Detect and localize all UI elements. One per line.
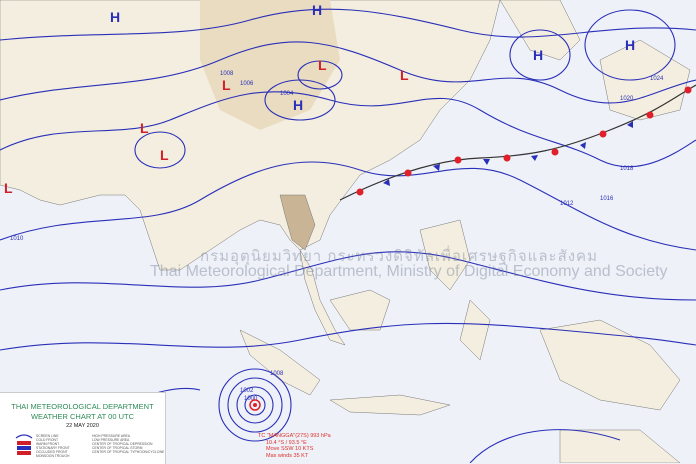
low-label: L bbox=[4, 180, 13, 196]
isobar-label: 1018 bbox=[620, 166, 634, 172]
low-label: L bbox=[140, 120, 149, 136]
isobar-label: 1024 bbox=[650, 76, 664, 82]
cyclone-name: TC "MANGGA"(27S) 993 hPa bbox=[258, 433, 331, 439]
legend-item: COLD FRONT bbox=[36, 438, 59, 442]
low-label: L bbox=[400, 67, 409, 83]
isobar-label: 1016 bbox=[600, 196, 614, 202]
high-label: H bbox=[110, 9, 120, 25]
high-label: H bbox=[533, 47, 543, 63]
isobar-values: 1008 1006 1004 1012 1016 1018 1020 1024 … bbox=[10, 71, 664, 402]
isobar-label: 1012 bbox=[560, 201, 574, 207]
cyclone-info: TC "MANGGA"(27S) 993 hPa 10.4 °S / 93.5 … bbox=[258, 433, 331, 459]
tmd-logo-icon bbox=[15, 434, 33, 455]
low-label: L bbox=[160, 147, 169, 163]
isobar-label: 1008 bbox=[220, 71, 234, 77]
isobar-label: 1004 bbox=[280, 91, 294, 97]
legend-item: CENTER OF TROPICAL TYPHOON/CYCLONE bbox=[92, 450, 165, 454]
legend-item: OCCLUDED FRONT bbox=[36, 450, 68, 454]
legend-item: STATIONARY FRONT bbox=[36, 446, 70, 450]
legend-item: WARM FRONT bbox=[36, 442, 60, 446]
front bbox=[339, 84, 696, 201]
chart-title: WEATHER CHART AT 00 UTC bbox=[30, 412, 135, 421]
watermark-english: Thai Meteorological Department, Ministry… bbox=[150, 263, 668, 280]
isobar-label: 1006 bbox=[240, 81, 254, 87]
isobar-label: 1002 bbox=[240, 388, 254, 394]
low-label: L bbox=[318, 57, 327, 73]
legend-left: SCREEN LINE COLD FRONT WARM FRONT STATIO… bbox=[36, 434, 70, 458]
legend-item: MONSOON TROUGH bbox=[36, 454, 70, 458]
title-box: THAI METEOROLOGICAL DEPARTMENT WEATHER C… bbox=[0, 392, 166, 464]
isobar-label: 1000 bbox=[244, 396, 258, 402]
legend-item: CENTER OF TROPICAL STORM bbox=[92, 446, 143, 450]
pressure-centers: H H H H H L L L L L L bbox=[4, 2, 635, 196]
legend-item: CENTER OF TROPICAL DEPRESSION bbox=[92, 442, 153, 446]
cyclone-movement: Move SSW 10 KTS bbox=[266, 446, 314, 452]
high-label: H bbox=[625, 37, 635, 53]
high-label: H bbox=[293, 97, 303, 113]
legend-item: SCREEN LINE bbox=[36, 434, 59, 438]
legend-item: LOW PRESSURE AREA bbox=[92, 438, 130, 442]
department-name: THAI METEOROLOGICAL DEPARTMENT bbox=[11, 402, 154, 411]
isobar-label: 1010 bbox=[10, 236, 24, 242]
chart-date: 22 MAY 2020 bbox=[66, 423, 99, 429]
legend-right: HIGH PRESSURE AREA LOW PRESSURE AREA CEN… bbox=[92, 434, 164, 454]
cyclone-symbol bbox=[249, 399, 261, 411]
high-label: H bbox=[312, 2, 322, 18]
legend-item: HIGH PRESSURE AREA bbox=[92, 434, 131, 438]
isobar-label: 1008 bbox=[270, 371, 284, 377]
low-label: L bbox=[222, 77, 231, 93]
cyclone-position: 10.4 °S / 93.5 °E bbox=[266, 439, 307, 446]
watermark-thai: กรมอุตุนิยมวิทยา กระทรวงดิจิทัลเพื่อเศรษ… bbox=[200, 248, 598, 265]
isobar-label: 1020 bbox=[620, 96, 634, 102]
cyclone-max-winds: Max winds 35 KT bbox=[266, 452, 309, 459]
isobars bbox=[0, 8, 696, 463]
